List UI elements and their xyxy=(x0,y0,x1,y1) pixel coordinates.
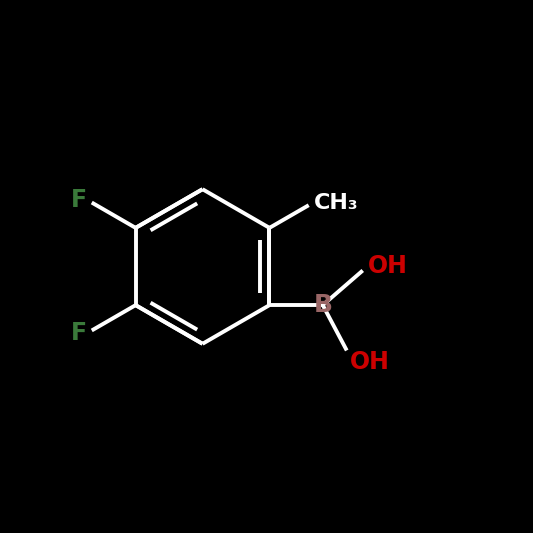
Text: F: F xyxy=(71,188,87,212)
Text: CH₃: CH₃ xyxy=(314,192,359,213)
Text: B: B xyxy=(313,293,332,317)
Text: OH: OH xyxy=(368,254,408,278)
Text: F: F xyxy=(71,321,87,345)
Text: OH: OH xyxy=(350,350,389,374)
